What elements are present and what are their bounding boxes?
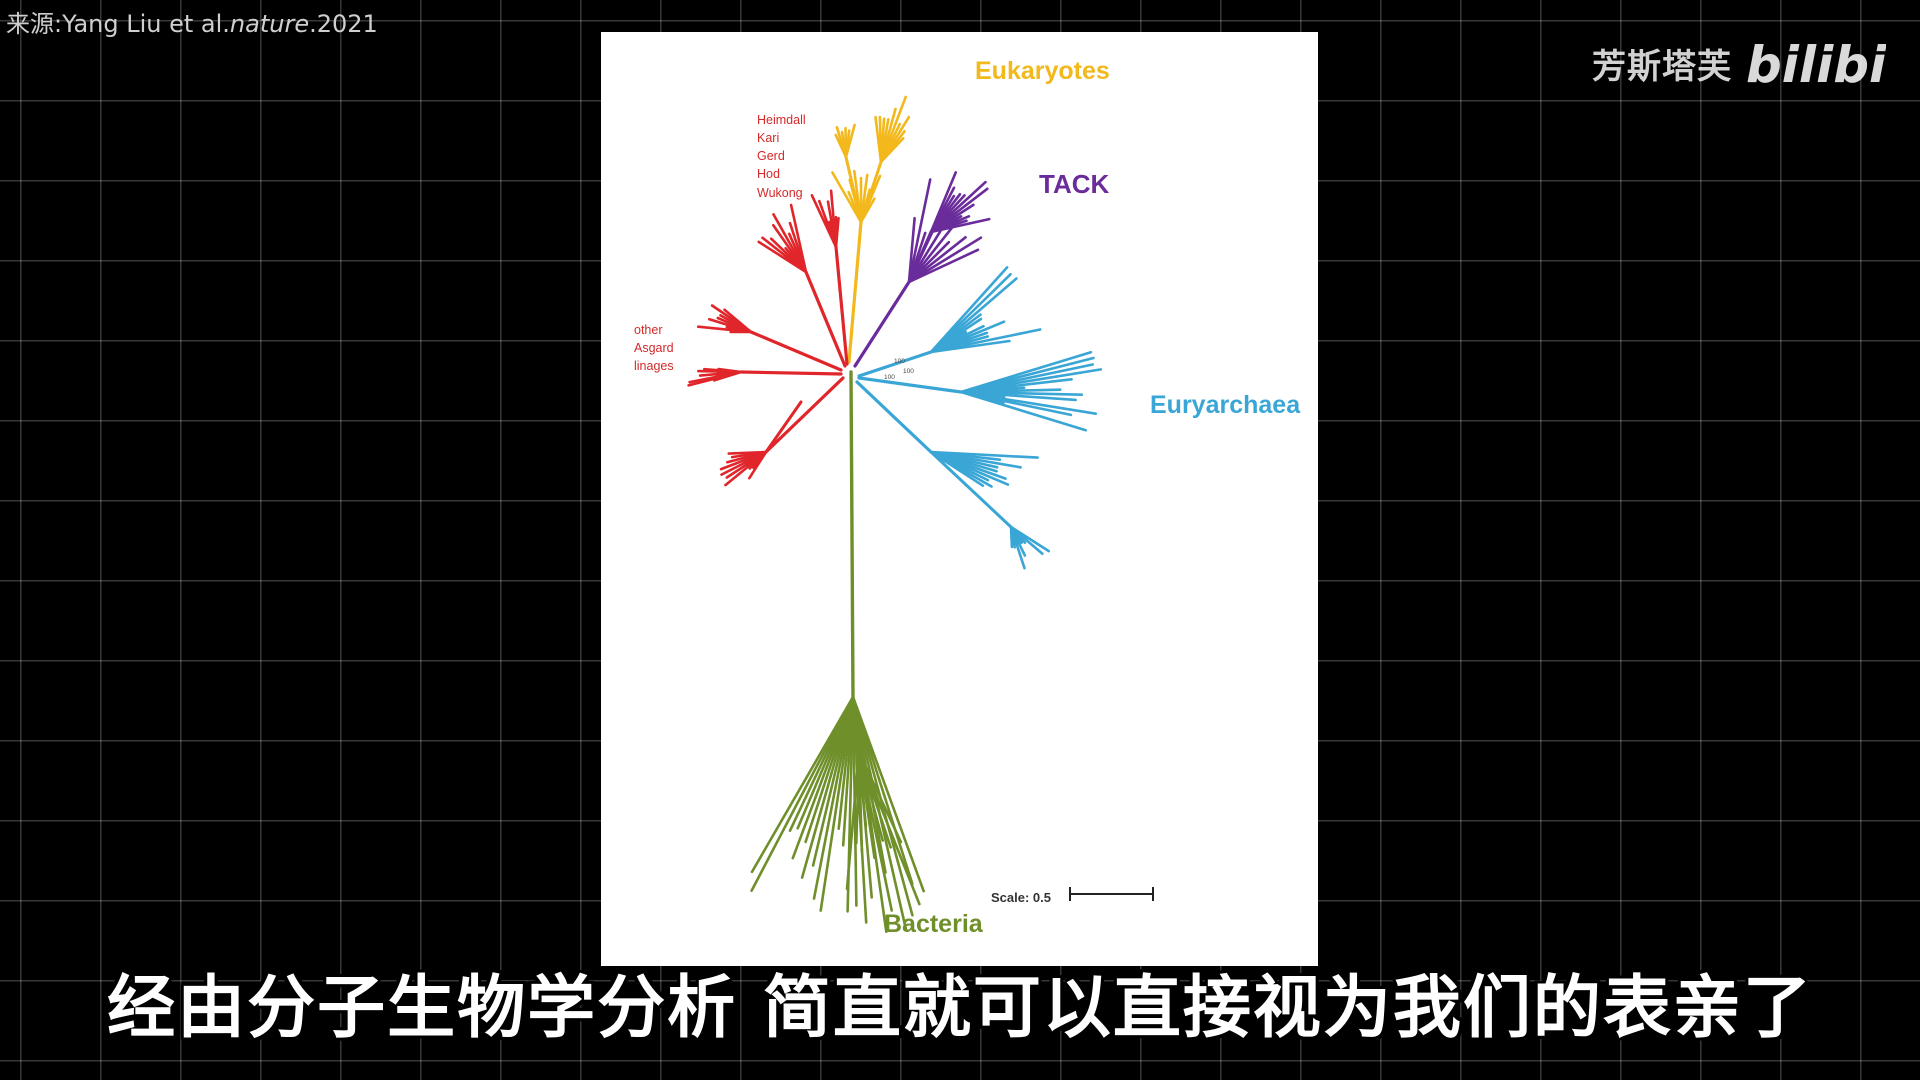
asgard-leaf xyxy=(717,367,743,374)
channel-watermark: 芳斯塔芙 bilibili xyxy=(1592,32,1886,94)
tack-stem xyxy=(853,280,911,368)
source-credit: 来源:Yang Liu et al.nature.2021 xyxy=(6,4,378,39)
asgard-stem xyxy=(739,370,843,376)
eukaryotes-leaf xyxy=(844,123,856,159)
eukaryotes-leaf xyxy=(879,137,905,164)
tack-leaf xyxy=(907,220,959,284)
phylogenetic-tree-figure: Eukaryotes TACK Euryarchaea Bacteria Hei… xyxy=(601,32,1318,966)
tack-leaf xyxy=(907,221,947,284)
node-support-1: 100 xyxy=(894,358,905,365)
node-support-values: 100 100 100 xyxy=(884,358,914,381)
asgard-subclade xyxy=(764,400,803,454)
asgard-leaf xyxy=(727,450,768,455)
tack-leaf xyxy=(907,248,980,284)
asgard-stem xyxy=(749,330,843,372)
bacteria-leaf xyxy=(750,695,855,893)
lineage-gerd: Gerd xyxy=(757,149,785,163)
bacteria-leaf xyxy=(851,695,926,893)
label-tack: TACK xyxy=(1039,169,1110,199)
bilibili-logo-text: bilibili xyxy=(1746,36,1886,94)
video-subtitle: 经由分子生物学分析 简直就可以直接视为我们的表亲了 xyxy=(107,969,1813,1048)
bacteria-leaf xyxy=(812,695,855,900)
bacteria-leaf xyxy=(857,750,921,906)
other-asgard-line-3: linages xyxy=(634,359,674,373)
node-support-3: 100 xyxy=(884,374,895,381)
other-asgard-line-2: Asgard xyxy=(634,341,674,355)
asgard-stem xyxy=(834,245,849,366)
asgard-leaf xyxy=(723,308,753,334)
bacteria-leaf xyxy=(851,695,914,886)
asgard-lineage-list: Heimdall Kari Gerd Hod Wukong xyxy=(757,113,806,200)
bacteria-subclade xyxy=(851,695,861,754)
bilibili-logo-icon: bilibili xyxy=(1746,36,1886,94)
phylogenetic-tree: Eukaryotes TACK Euryarchaea Bacteria Hei… xyxy=(634,57,1301,938)
other-asgard-label: other Asgard linages xyxy=(634,323,674,373)
tack-leaf xyxy=(907,178,932,284)
eukaryotes-subclade xyxy=(859,160,883,224)
label-eukaryotes: Eukaryotes xyxy=(975,57,1110,85)
bacteria-leaf xyxy=(819,695,855,912)
bacteria-stem xyxy=(849,370,855,699)
bacteria-leaf xyxy=(750,695,855,874)
asgard-leaf xyxy=(789,203,808,274)
asgard-stem xyxy=(764,376,845,454)
node-support-2: 100 xyxy=(903,368,914,375)
tack-subclade xyxy=(907,230,933,284)
bacteria-leaf xyxy=(851,695,914,917)
tree-branches xyxy=(687,95,1103,934)
euryarchaea-stem xyxy=(855,380,933,454)
asgard-stem xyxy=(804,270,847,368)
scale-bar: Scale: 0.5 xyxy=(991,887,1154,905)
euryarchaea-leaf xyxy=(959,390,1088,432)
tack-leaf xyxy=(907,236,967,284)
lineage-kari: Kari xyxy=(757,131,779,145)
bacteria-leaf xyxy=(857,750,874,899)
label-euryarchaea: Euryarchaea xyxy=(1150,391,1301,419)
tack-leaf xyxy=(907,236,983,284)
source-credit-journal: nature xyxy=(229,10,310,38)
label-bacteria: Bacteria xyxy=(884,910,984,938)
asgard-leaf xyxy=(834,217,840,249)
scale-label: Scale: 0.5 xyxy=(991,890,1051,905)
eukaryotes-stem xyxy=(847,220,863,364)
source-credit-prefix: 来源:Yang Liu et al. xyxy=(6,10,230,38)
bacteria-leaf xyxy=(845,750,861,891)
bacteria-leaf xyxy=(857,750,894,912)
euryarchaea-leaf xyxy=(1009,525,1014,549)
lineage-heimdall: Heimdall xyxy=(757,113,806,127)
euryarchaea-subclade xyxy=(929,450,1013,529)
eukaryotes-subclade xyxy=(844,155,863,224)
channel-name: 芳斯塔芙 xyxy=(1592,46,1732,87)
euryarchaea-stem xyxy=(857,350,933,378)
other-asgard-line-1: other xyxy=(634,323,663,337)
lineage-wukong: Wukong xyxy=(757,186,803,200)
euryarchaea-stem xyxy=(857,376,963,394)
euryarchaea-leaf xyxy=(929,450,985,488)
source-credit-year: .2021 xyxy=(309,10,378,38)
lineage-hod: Hod xyxy=(757,167,780,181)
tack-leaf xyxy=(929,217,991,234)
euryarchaea-leaf xyxy=(929,339,1011,354)
